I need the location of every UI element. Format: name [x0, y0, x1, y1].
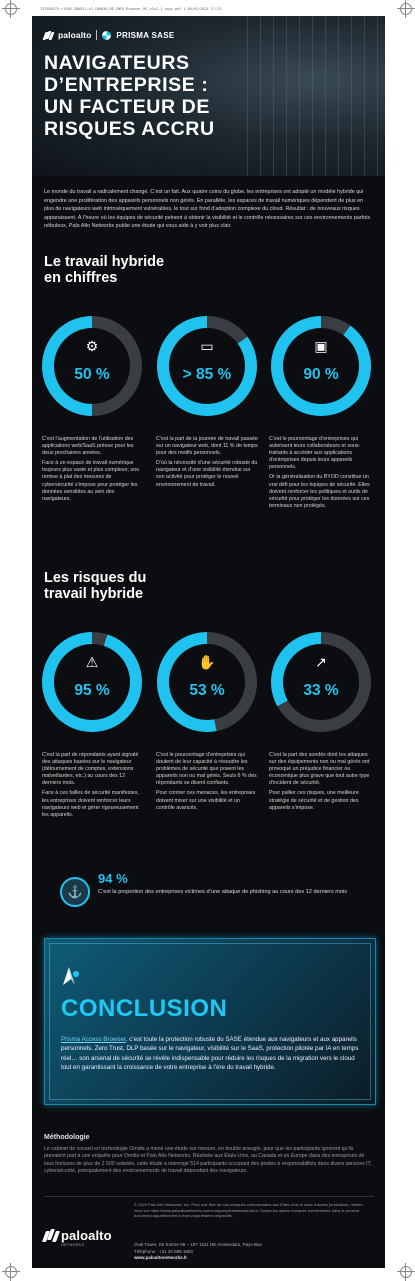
file-info: 237938375-r1206-280521-v3-180830-DE-INFO… — [40, 7, 222, 11]
gear-network-icon: ⚙ — [85, 338, 99, 354]
infographic-poster: paloalto PRISMA SASE NAVIGATEURS D’ENTRE… — [32, 16, 385, 1268]
section-title-hybrid-risks: Les risques du travail hybride — [44, 570, 147, 602]
conclusion-title: CONCLUSION — [61, 995, 228, 1022]
hero-banner: paloalto PRISMA SASE NAVIGATEURS D’ENTRE… — [32, 16, 385, 176]
paloalto-logo-text: paloalto — [58, 30, 92, 40]
address: Oval Tower, De Entree 99 – 197 1101 HE A… — [134, 1242, 262, 1247]
stat-ring: ⚠ 95 % — [42, 632, 142, 732]
stat-ring: ⚙ 50 % — [42, 316, 142, 416]
stat-description: C’est la part de la journée de travail p… — [156, 436, 258, 488]
stat-value: 53 % — [189, 682, 225, 699]
stat-description: C’est la part des sondés dont les attaqu… — [269, 752, 370, 811]
devices-icon: ▣ — [314, 338, 328, 354]
crop-mark-icon — [397, 1263, 415, 1281]
paloalto-logo-icon — [41, 1229, 61, 1242]
fishing-hook-icon: ⚓ — [60, 877, 90, 907]
page-title: NAVIGATEURS D’ENTREPRISE : UN FACTEUR DE… — [44, 52, 215, 140]
website-link[interactable]: www.paloaltonetworks.fr — [134, 1255, 188, 1260]
logo-subtitle: NETWORKS — [61, 1243, 85, 1247]
contact-block: Oval Tower, De Entree 99 – 197 1101 HE A… — [134, 1242, 372, 1262]
stat-value: 90 % — [303, 366, 339, 383]
conclusion-text: Prisma Access Browser, c’est toute la pr… — [61, 1036, 359, 1072]
prisma-sase-logo-text: PRISMA SASE — [116, 30, 175, 40]
stat-description: C’est la part de répondants ayant signal… — [42, 752, 139, 818]
stat-value: > 85 % — [182, 366, 232, 383]
phishing-value: 94 % — [98, 871, 128, 886]
warning-window-icon: ⚠ — [85, 654, 99, 670]
stat-ring: ▣ 90 % — [271, 316, 371, 416]
crop-mark-icon — [2, 0, 20, 18]
chart-up-icon: ↗ — [315, 654, 327, 670]
stat-description: C’est l’augmentation de l’utilisation de… — [42, 436, 140, 502]
phishing-text: C’est la proportion des entreprises vict… — [98, 889, 348, 895]
conclusion-box: CONCLUSION Prisma Access Browser, c’est … — [44, 938, 376, 1105]
footer-logo: paloalto NETWORKS — [41, 1228, 112, 1247]
stat-description: C’est le pourcentage d’entreprises qui d… — [156, 752, 257, 811]
legal-notice: © 2024 Palo Alto Networks, Inc. Pour une… — [134, 1202, 364, 1218]
thumbs-down-icon: ✋ — [198, 654, 216, 670]
section-title-hybrid-work: Le travail hybride en chiffres — [44, 254, 165, 286]
stat-value: 50 % — [74, 366, 110, 383]
browser-window-icon: ▭ — [200, 338, 214, 354]
stat-ring: ↗ 33 % — [271, 632, 371, 732]
stat-description: C’est le pourcentage d’entreprises qui a… — [269, 436, 370, 509]
prisma-sase-logo-icon — [102, 30, 112, 40]
methodology-title: Méthodologie — [44, 1134, 90, 1141]
footer-divider — [44, 1196, 374, 1197]
stat-value: 33 % — [303, 682, 339, 699]
intro-paragraph: Le monde du travail a radicalement chang… — [44, 189, 371, 230]
logo-divider — [96, 30, 98, 40]
prisma-access-browser-link[interactable]: Prisma Access Browser — [61, 1036, 126, 1043]
stat-ring: ✋ 53 % — [157, 632, 257, 732]
brand-logos: paloalto PRISMA SASE — [42, 30, 175, 40]
stat-value: 95 % — [74, 682, 110, 699]
methodology-text: Le cabinet de conseil en technologie Omd… — [44, 1146, 372, 1174]
hero-graphic — [235, 16, 385, 176]
phone: Téléphone : +31 20 888 1883 — [134, 1248, 193, 1254]
crop-mark-icon — [2, 1263, 20, 1281]
prisma-arrow-icon — [63, 967, 79, 985]
paloalto-logo-icon — [42, 30, 55, 40]
stat-ring: ▭ > 85 % — [157, 316, 257, 416]
crop-mark-icon — [397, 0, 415, 18]
